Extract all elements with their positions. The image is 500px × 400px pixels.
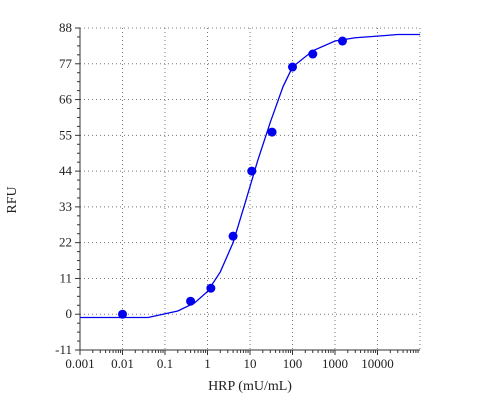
y-tick-label: 55 bbox=[59, 127, 72, 142]
data-point bbox=[118, 309, 127, 319]
y-tick-label: 66 bbox=[59, 92, 73, 107]
axes bbox=[75, 27, 420, 355]
y-tick-label: 88 bbox=[59, 20, 72, 35]
x-tick-label: 1000 bbox=[322, 356, 348, 371]
data-point bbox=[267, 127, 277, 137]
x-tick-label: 10 bbox=[244, 356, 257, 371]
data-point bbox=[247, 166, 257, 176]
data-point bbox=[228, 231, 238, 241]
x-tick-labels: 0.001 0.01 0.1 1 10 100 1000 10000 bbox=[65, 356, 393, 371]
y-tick-label: -11 bbox=[55, 342, 72, 357]
x-tick-label: 1 bbox=[204, 356, 211, 371]
x-tick-label: 100 bbox=[283, 356, 303, 371]
y-tick-labels: -11 0 11 22 33 44 55 66 77 88 bbox=[55, 20, 72, 357]
gridlines bbox=[79, 27, 421, 351]
data-point bbox=[308, 49, 318, 59]
data-point bbox=[206, 283, 216, 293]
x-axis-title: HRP (mU/mL) bbox=[208, 379, 292, 394]
y-tick-label: 77 bbox=[59, 56, 73, 71]
y-axis-title: RFU bbox=[5, 186, 20, 213]
y-tick-label: 22 bbox=[59, 235, 72, 250]
y-tick-label: 44 bbox=[59, 163, 73, 178]
x-tick-label: 0.001 bbox=[65, 356, 94, 371]
data-point bbox=[337, 36, 347, 46]
data-point bbox=[288, 62, 297, 72]
x-tick-label: 0.1 bbox=[157, 356, 173, 371]
data-point bbox=[186, 296, 196, 306]
y-tick-label: 0 bbox=[66, 306, 73, 321]
x-tick-label: 10000 bbox=[361, 356, 394, 371]
x-tick-label: 0.01 bbox=[111, 356, 134, 371]
data-points bbox=[118, 36, 347, 319]
y-tick-label: 33 bbox=[59, 199, 72, 214]
y-tick-label: 11 bbox=[59, 270, 72, 285]
